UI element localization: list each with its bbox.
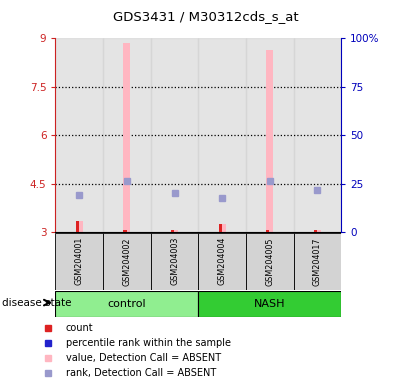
Bar [76,221,83,232]
Text: disease state: disease state [2,298,72,308]
Text: GSM204002: GSM204002 [122,237,132,286]
Bar [55,38,103,232]
Bar [219,224,222,232]
Bar [266,230,270,232]
Bar [198,291,341,317]
Bar [103,38,151,232]
Text: control: control [108,299,146,309]
Text: rank, Detection Call = ABSENT: rank, Detection Call = ABSENT [66,368,216,378]
Text: NASH: NASH [254,299,286,309]
Bar [151,233,198,290]
Bar [293,233,341,290]
Text: GSM204003: GSM204003 [170,237,179,285]
Bar [293,38,341,232]
Bar [55,233,103,290]
Bar [171,230,174,232]
Bar [314,230,321,232]
Bar [219,224,226,232]
Bar [314,230,317,232]
Bar [55,291,198,317]
Bar [266,50,273,232]
Text: GSM204005: GSM204005 [265,237,274,286]
Text: GSM204004: GSM204004 [217,237,226,285]
Bar [103,233,151,290]
Bar [198,233,246,290]
Bar [151,38,198,232]
Text: percentile rank within the sample: percentile rank within the sample [66,338,231,348]
Bar [246,233,293,290]
Bar [76,221,79,232]
Bar [198,38,246,232]
Text: GDS3431 / M30312cds_s_at: GDS3431 / M30312cds_s_at [113,10,298,23]
Bar [246,38,293,232]
Text: GSM204001: GSM204001 [75,237,84,285]
Bar [123,230,127,232]
Text: GSM204017: GSM204017 [313,237,322,286]
Bar [171,230,178,232]
Bar [123,43,130,232]
Text: count: count [66,323,94,333]
Text: value, Detection Call = ABSENT: value, Detection Call = ABSENT [66,353,221,363]
